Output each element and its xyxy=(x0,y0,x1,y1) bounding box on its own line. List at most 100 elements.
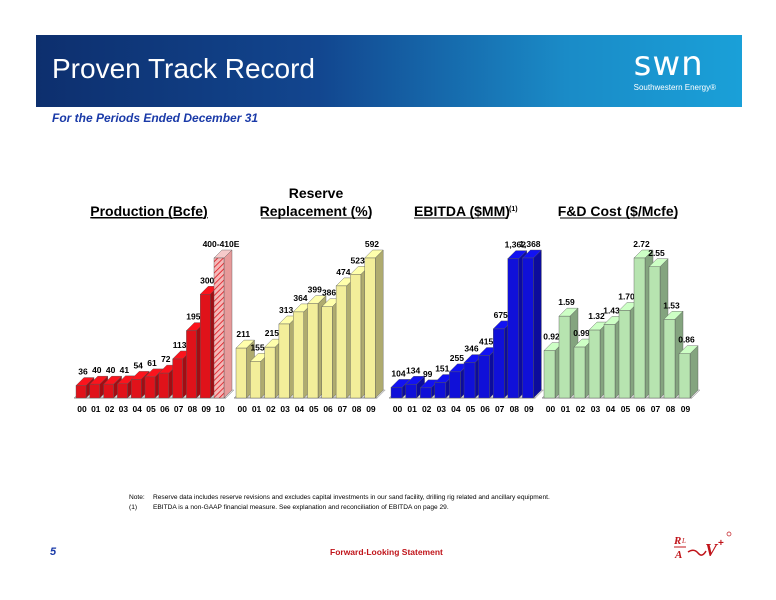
reserve-tick-label: 02 xyxy=(266,404,276,414)
reserve-tick-label: 07 xyxy=(338,404,348,414)
reserve-chart-title-line2: Replacement (%) xyxy=(260,203,373,219)
reserve-bar-front xyxy=(350,274,362,399)
production-bar-front xyxy=(130,379,142,399)
ebitda-tick-label: 01 xyxy=(407,404,417,414)
production-data-label: 400-410E xyxy=(203,239,240,249)
production-data-label: 61 xyxy=(147,358,157,368)
fd-cost-bar-front xyxy=(543,350,556,399)
fd-cost-data-label: 0.92 xyxy=(543,332,560,342)
fd-cost-bar-front xyxy=(558,315,571,399)
fd-cost-bar-front xyxy=(678,353,691,399)
ebitda-data-label: 415 xyxy=(479,337,493,347)
footnote-text: Reserve data includes reserve revisions … xyxy=(153,494,550,501)
rav-logo-icon: R L A V + xyxy=(673,531,732,561)
fd-cost-data-label: 2.72 xyxy=(633,239,650,249)
ebitda-data-label: 1,362 xyxy=(505,240,527,250)
reserve-data-label: 364 xyxy=(293,293,307,303)
reserve-data-label: 211 xyxy=(236,329,250,339)
fd-cost-data-label: 2.55 xyxy=(648,248,665,258)
ebitda-bar-front xyxy=(449,371,461,399)
forward-looking-statement-link[interactable]: Forward-Looking Statement xyxy=(330,547,443,557)
fd-cost-bar-front xyxy=(663,319,676,399)
production-data-label: 195 xyxy=(186,312,200,322)
production-bar-front xyxy=(117,383,128,399)
fd-cost-bar-front xyxy=(618,310,631,399)
reserve-bar-front xyxy=(250,361,262,399)
ebitda-data-label: 99 xyxy=(423,369,433,379)
production-data-label: 41 xyxy=(120,365,130,375)
fd-cost-tick-label: 04 xyxy=(606,404,616,414)
reserve-bar xyxy=(364,249,384,399)
fd-cost-data-label: 0.86 xyxy=(678,335,695,345)
production-bar-front xyxy=(199,294,211,399)
production-tick-label: 05 xyxy=(146,404,156,414)
ebitda-bar-front xyxy=(522,257,534,399)
ebitda-data-label: 1,368 xyxy=(519,239,541,249)
production-data-label: 36 xyxy=(78,367,88,377)
ebitda-tick-label: 06 xyxy=(480,404,490,414)
ebitda-data-label: 104 xyxy=(391,368,405,378)
ebitda-tick-label: 03 xyxy=(437,404,447,414)
fd-cost-tick-label: 05 xyxy=(621,404,631,414)
fd-cost-bar-front xyxy=(588,329,601,399)
reserve-chart-title-line1: Reserve xyxy=(289,185,344,201)
reserve-tick-label: 03 xyxy=(280,404,290,414)
production-tick-label: 07 xyxy=(174,404,184,414)
reserve-bar-side xyxy=(375,249,384,399)
fd-cost-data-label: 1.70 xyxy=(618,292,635,302)
fd-cost-bar-front xyxy=(573,346,586,399)
reserve-tick-label: 06 xyxy=(323,404,333,414)
period-subtitle: For the Periods Ended December 31 xyxy=(52,111,259,125)
production-bar-front xyxy=(89,383,101,399)
fd-cost-data-label: 1.43 xyxy=(603,305,620,315)
production-bar-front xyxy=(158,372,170,399)
reserve-bar-front xyxy=(293,311,304,399)
ebitda-bar-front xyxy=(434,382,446,399)
svg-text:A: A xyxy=(674,549,682,561)
fd-cost-data-label: 1.53 xyxy=(663,300,680,310)
fd-cost-tick-label: 00 xyxy=(546,404,556,414)
ebitda-chart-title: EBITDA ($MM) xyxy=(414,203,510,219)
fd-cost-tick-label: 07 xyxy=(651,404,661,414)
production-data-label: 113 xyxy=(173,340,187,350)
svg-text:R: R xyxy=(673,535,681,547)
production-bar-front xyxy=(213,257,225,399)
production-tick-label: 02 xyxy=(105,404,115,414)
fd-cost-tick-label: 08 xyxy=(666,404,676,414)
production-bar-front xyxy=(186,330,197,399)
ebitda-data-label: 346 xyxy=(464,344,478,354)
ebitda-tick-label: 08 xyxy=(510,404,520,414)
footnote-tag: (1) xyxy=(129,504,138,511)
production-data-label: 40 xyxy=(92,365,102,375)
reserve-data-label: 523 xyxy=(351,255,365,265)
reserve-tick-label: 04 xyxy=(295,404,305,414)
bars-layer: 36 00 40 01 40 02 41 03 54 04 61 05 72 06 113 07 195 08 30… xyxy=(73,239,701,414)
reserve-bar-front xyxy=(264,346,276,399)
ebitda-tick-label: 07 xyxy=(495,404,505,414)
ebitda-data-label: 675 xyxy=(494,310,508,320)
reserve-bar-front xyxy=(307,303,319,399)
production-bar-front xyxy=(103,383,114,399)
production-tick-label: 03 xyxy=(119,404,129,414)
fd-cost-bar-front xyxy=(603,324,616,399)
fd-cost-data-label: 0.99 xyxy=(573,328,590,338)
production-bar xyxy=(213,249,233,399)
reserve-data-label: 592 xyxy=(365,239,379,249)
page-title: Proven Track Record xyxy=(52,53,315,84)
reserve-data-label: 155 xyxy=(250,342,264,352)
fd-cost-tick-label: 02 xyxy=(576,404,586,414)
svg-text:+: + xyxy=(718,538,724,549)
page-number: 5 xyxy=(50,546,57,558)
footnote-1: (1) EBITDA is a non-GAAP financial measur… xyxy=(129,503,550,513)
reserve-bar-front xyxy=(235,347,247,399)
production-tick-label: 09 xyxy=(201,404,211,414)
ebitda-data-label: 151 xyxy=(435,364,449,374)
ebitda-bar-front xyxy=(420,387,432,399)
production-bar-front xyxy=(144,376,156,399)
ebitda-bar xyxy=(521,249,542,399)
reserve-bar-front xyxy=(364,257,376,399)
footnote-tag: Note: xyxy=(129,494,145,501)
reserve-bar-front xyxy=(278,323,290,399)
reserve-tick-label: 00 xyxy=(238,404,248,414)
ebitda-bar-side xyxy=(533,249,542,399)
